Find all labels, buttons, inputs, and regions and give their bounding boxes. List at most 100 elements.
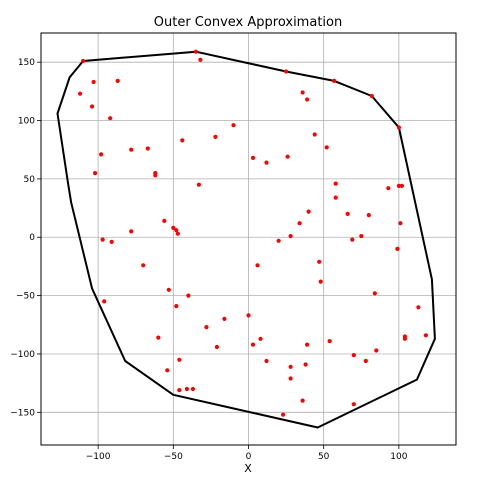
data-point <box>399 183 404 188</box>
data-point <box>186 293 191 298</box>
data-point <box>108 116 113 121</box>
data-point <box>193 49 198 54</box>
data-point <box>351 353 356 358</box>
data-point <box>305 342 310 347</box>
data-point <box>327 339 332 344</box>
data-point <box>306 209 311 214</box>
y-tick-label: −50 <box>16 292 35 302</box>
x-tick-label: 50 <box>318 452 330 462</box>
data-point <box>288 364 293 369</box>
data-point <box>177 388 182 393</box>
hull-polygon <box>56 50 436 429</box>
data-point <box>198 57 203 62</box>
hull-polygon-layer <box>56 50 436 429</box>
y-tick-label: −150 <box>10 408 35 418</box>
data-point <box>174 228 179 233</box>
data-point <box>285 154 290 159</box>
data-point <box>184 386 189 392</box>
data-point <box>196 182 201 187</box>
data-point <box>297 221 302 226</box>
data-point <box>115 78 120 83</box>
data-point <box>162 218 167 223</box>
data-point <box>129 147 134 152</box>
data-point <box>109 239 114 244</box>
data-point <box>416 305 421 310</box>
data-point <box>288 376 293 381</box>
data-point <box>213 134 218 139</box>
data-point <box>369 93 374 99</box>
data-point <box>258 336 263 341</box>
data-point <box>91 79 96 85</box>
data-point <box>350 237 355 242</box>
data-point <box>102 299 107 304</box>
data-point <box>165 368 170 373</box>
data-point <box>395 246 400 251</box>
data-point <box>99 152 104 157</box>
y-tick-label: 50 <box>24 175 36 185</box>
data-point <box>81 58 86 64</box>
data-point <box>288 234 293 239</box>
data-point <box>366 213 371 218</box>
data-point <box>276 238 281 243</box>
data-point <box>300 90 305 95</box>
data-point <box>333 181 338 186</box>
data-point <box>332 78 337 83</box>
data-point <box>324 145 329 150</box>
data-point <box>100 237 105 242</box>
data-point <box>317 259 322 264</box>
data-point <box>423 333 428 338</box>
data-point <box>303 362 308 367</box>
data-point <box>396 125 401 130</box>
data-point <box>345 211 350 216</box>
data-point <box>359 234 364 239</box>
data-point <box>305 97 310 102</box>
data-point <box>174 304 179 309</box>
data-point <box>214 344 219 350</box>
x-tick-label: 0 <box>246 452 252 462</box>
y-tick-label: 0 <box>29 233 35 243</box>
data-point <box>141 263 146 268</box>
data-point <box>363 358 368 364</box>
data-point <box>190 386 195 392</box>
data-point <box>300 398 305 403</box>
data-point <box>284 69 289 74</box>
data-points-layer <box>78 49 428 417</box>
data-point <box>250 155 256 160</box>
data-point <box>398 221 403 226</box>
data-point <box>396 183 401 188</box>
data-point <box>222 316 227 321</box>
data-point <box>312 132 317 137</box>
data-point <box>93 171 98 176</box>
data-point <box>264 358 269 364</box>
data-point <box>372 291 377 296</box>
data-point <box>153 173 158 178</box>
data-point <box>78 91 83 96</box>
data-point <box>246 313 251 318</box>
data-point <box>402 336 407 341</box>
data-point <box>175 231 180 236</box>
data-point <box>171 225 176 230</box>
data-point <box>177 357 182 362</box>
y-tick-label: 100 <box>18 117 35 127</box>
data-point <box>145 146 150 151</box>
x-axis-label: X <box>244 462 252 475</box>
x-tick-label: −50 <box>164 452 183 462</box>
data-point <box>90 104 95 109</box>
data-point <box>129 229 134 234</box>
data-point <box>264 160 269 165</box>
data-point <box>231 123 236 128</box>
data-point <box>318 279 323 284</box>
data-point <box>250 342 256 347</box>
data-point <box>204 325 209 330</box>
data-point <box>156 335 161 340</box>
data-point <box>255 263 260 268</box>
chart-title: Outer Convex Approximation <box>154 15 342 30</box>
data-point <box>374 348 379 353</box>
data-point <box>166 287 171 292</box>
data-point <box>351 402 356 407</box>
y-tick-label: 150 <box>18 58 35 68</box>
x-tick-label: −100 <box>86 452 111 462</box>
data-point <box>281 412 286 417</box>
x-tick-label: 100 <box>390 452 407 462</box>
